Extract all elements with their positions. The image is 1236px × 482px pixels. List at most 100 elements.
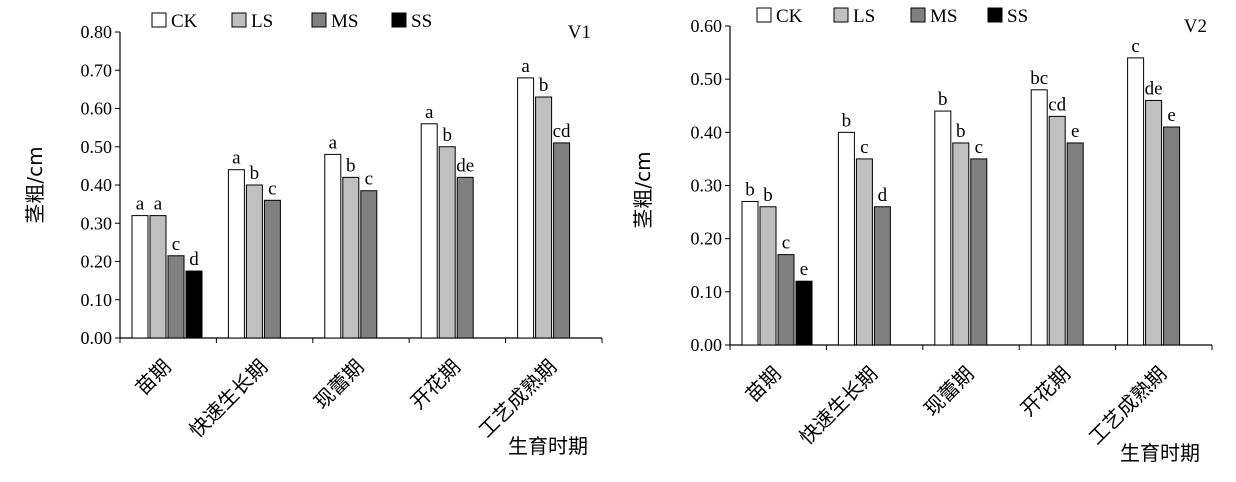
bar-ck xyxy=(741,200,759,346)
bar-ms xyxy=(1066,142,1084,346)
y-tick-label: 0.10 xyxy=(691,282,723,302)
bar-ls xyxy=(149,215,167,339)
y-tick-label: 0.60 xyxy=(691,16,723,36)
y-tick-label: 0.30 xyxy=(691,176,723,196)
x-tick-label: 苗期 xyxy=(740,362,785,407)
significance-label: b xyxy=(842,110,852,131)
bar-ms xyxy=(263,199,281,339)
significance-label: b xyxy=(539,75,549,96)
significance-label: a xyxy=(329,132,338,153)
significance-label: b xyxy=(442,125,452,146)
bar-ls xyxy=(759,206,777,346)
x-axis-title: 生育时期 xyxy=(508,434,588,458)
significance-label: c xyxy=(860,137,868,158)
x-axis-title: 生育时期 xyxy=(1120,441,1200,465)
legend-swatch-ls xyxy=(231,12,247,28)
y-tick-label: 0.00 xyxy=(81,328,113,348)
significance-label: a xyxy=(154,194,163,215)
y-tick-label: 0.50 xyxy=(81,137,113,157)
bar-ck xyxy=(1030,89,1048,346)
bar-ms xyxy=(360,190,378,339)
x-tick-label: 现蕾期 xyxy=(309,355,368,414)
legend-label-ms: MS xyxy=(331,11,358,32)
bar-ck xyxy=(420,123,438,339)
y-tick-label: 0.60 xyxy=(81,99,113,119)
significance-label: c xyxy=(782,233,790,254)
significance-label: de xyxy=(456,155,474,176)
bar-ls xyxy=(245,184,263,339)
significance-label: a xyxy=(521,56,530,77)
legend-label-ls: LS xyxy=(251,11,273,32)
significance-label: b xyxy=(250,163,260,184)
chart-panel-v2: 0.000.100.200.300.400.500.60b bce苗期bcd快速生… xyxy=(631,6,1213,465)
y-tick-label: 0.50 xyxy=(691,69,723,89)
y-tick-label: 0.00 xyxy=(691,335,723,355)
x-tick-label: 现蕾期 xyxy=(919,362,978,421)
significance-label: d xyxy=(878,185,888,206)
bar-ss xyxy=(185,270,203,339)
legend-swatch-ms xyxy=(910,7,926,23)
x-tick-label: 工艺成熟期 xyxy=(474,355,562,443)
significance-label: c xyxy=(172,234,180,255)
bar-ms xyxy=(970,158,988,346)
significance-label: bc xyxy=(1030,68,1048,89)
bar-ms xyxy=(553,142,571,339)
y-tick-label: 0.80 xyxy=(81,22,113,42)
significance-label: e xyxy=(800,259,808,280)
legend-label-ms: MS xyxy=(930,6,957,27)
legend-label-ls: LS xyxy=(853,6,875,27)
significance-label: cd xyxy=(1048,94,1066,115)
bar-ss xyxy=(795,280,813,346)
bar-ck xyxy=(324,153,342,339)
y-tick-label: 0.40 xyxy=(691,122,723,142)
legend-label-ss: SS xyxy=(1007,6,1028,27)
x-tick-label: 苗期 xyxy=(130,355,175,400)
significance-label: a xyxy=(425,102,434,123)
chart-panel-v1: 0.000.100.200.300.400.500.600.700.80a acd… xyxy=(23,11,603,458)
bar-ls xyxy=(342,176,360,339)
bar-ck xyxy=(837,131,855,346)
bar-ls xyxy=(855,158,873,346)
legend-label-ck: CK xyxy=(171,11,198,32)
significance-label: d xyxy=(189,249,199,270)
bar-ls xyxy=(1145,99,1163,346)
bar-ck xyxy=(934,110,952,346)
x-tick-label: 工艺成熟期 xyxy=(1084,362,1172,450)
significance-label: e xyxy=(1167,105,1175,126)
y-tick-label: 0.30 xyxy=(81,213,113,233)
significance-label: cd xyxy=(553,121,571,142)
legend-label-ck: CK xyxy=(776,6,803,27)
y-tick-label: 0.20 xyxy=(691,229,723,249)
bar-ck xyxy=(517,77,535,339)
legend-swatch-ms xyxy=(311,12,327,28)
significance-label: c xyxy=(1131,36,1139,57)
bar-ms xyxy=(777,254,795,346)
y-axis-title: 茎粗/cm xyxy=(631,151,655,228)
significance-label: c xyxy=(975,137,983,158)
bar-ls xyxy=(1048,115,1066,346)
legend-swatch-ss xyxy=(391,12,407,28)
significance-label: b xyxy=(745,179,755,200)
legend-swatch-ls xyxy=(833,7,849,23)
significance-label: c xyxy=(268,178,276,199)
x-tick-label: 开花期 xyxy=(406,355,465,414)
legend-swatch-ck xyxy=(756,7,772,23)
bar-ls xyxy=(952,142,970,346)
bar-ms xyxy=(1163,126,1181,346)
significance-label: de xyxy=(1145,78,1163,99)
bar-ck xyxy=(1127,57,1145,346)
significance-label: b xyxy=(763,185,773,206)
y-tick-label: 0.70 xyxy=(81,60,113,80)
bar-ls xyxy=(438,146,456,339)
y-axis-title: 茎粗/cm xyxy=(23,146,47,223)
bar-ms xyxy=(456,176,474,339)
significance-label: a xyxy=(232,148,241,169)
x-tick-label: 快速生长期 xyxy=(184,355,272,443)
significance-label: e xyxy=(1071,121,1079,142)
significance-label: b xyxy=(956,121,966,142)
significance-label: b xyxy=(346,155,356,176)
significance-label: c xyxy=(365,169,373,190)
panel-label: V2 xyxy=(1184,16,1207,37)
x-tick-label: 快速生长期 xyxy=(794,362,882,450)
